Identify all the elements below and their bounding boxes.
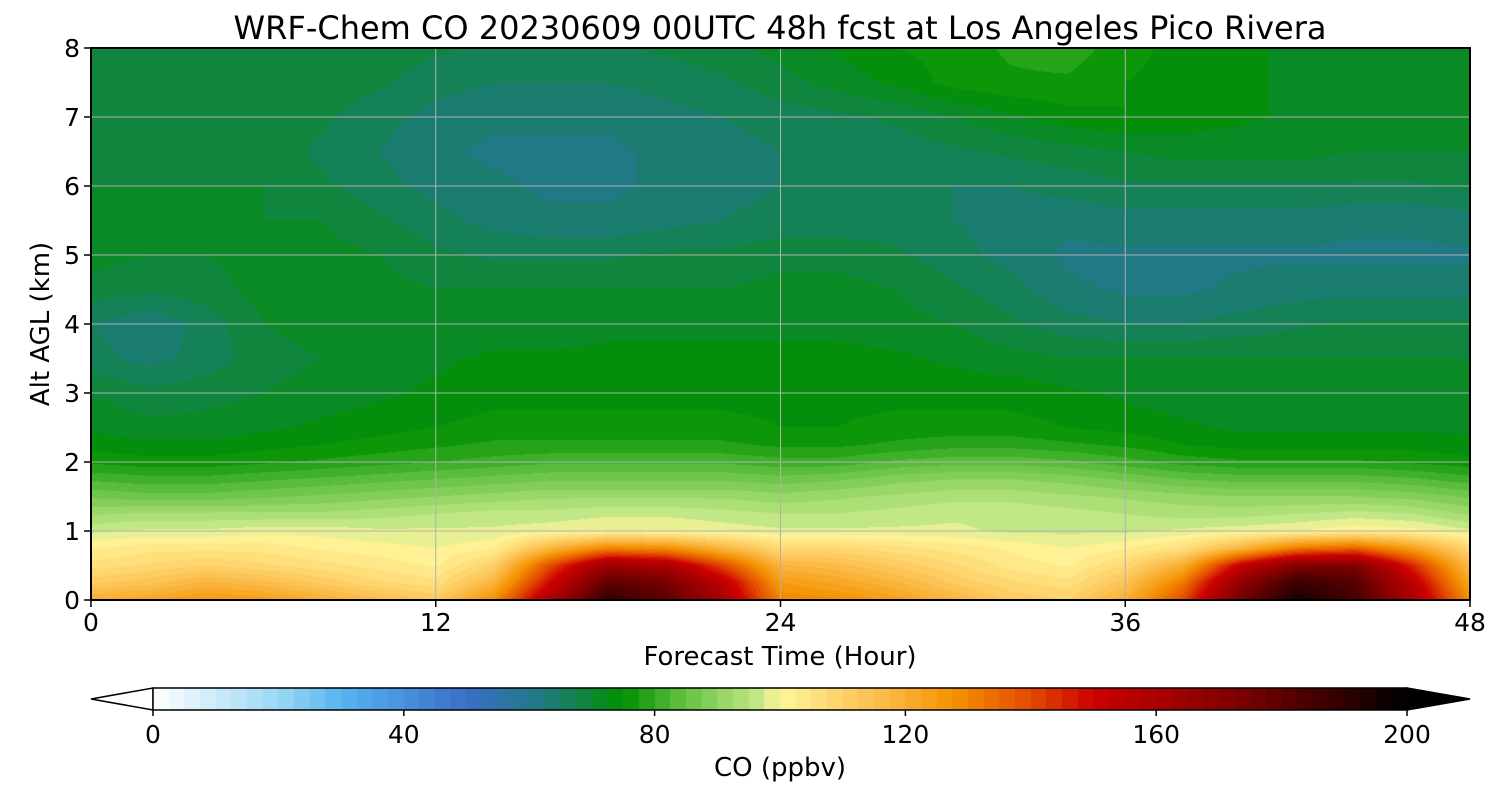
x-tick-label: 0: [83, 608, 99, 637]
colorbar-ticks: 0 40 80 120 160 200: [145, 710, 1431, 749]
x-tick-label: 24: [765, 608, 797, 637]
colorbar-tick-label: 160: [1132, 720, 1180, 749]
x-tick-label: 12: [420, 608, 452, 637]
y-tick-label: 7: [64, 103, 80, 132]
y-axis-label: Alt AGL (km): [26, 242, 56, 406]
y-tick-label: 8: [64, 34, 80, 63]
x-axis-label: Forecast Time (Hour): [643, 642, 916, 672]
x-tick-label: 48: [1454, 608, 1486, 637]
x-axis-ticks: 0 12 24 36 48: [83, 600, 1486, 637]
colorbar-extend-high: [1406, 687, 1471, 711]
y-tick-label: 2: [64, 448, 80, 477]
colorbar-tick-label: 0: [145, 720, 161, 749]
y-tick-label: 6: [64, 172, 80, 201]
y-tick-label: 1: [64, 517, 80, 546]
colorbar-gradient: [153, 688, 1407, 710]
y-tick-label: 4: [64, 310, 80, 339]
y-tick-label: 3: [64, 379, 80, 408]
x-tick-label: 36: [1109, 608, 1141, 637]
colorbar-label: CO (ppbv): [714, 753, 846, 783]
y-tick-label: 5: [64, 241, 80, 270]
colorbar-tick-label: 40: [388, 720, 420, 749]
chart-title: WRF-Chem CO 20230609 00UTC 48h fcst at L…: [234, 9, 1327, 47]
colorbar-extend-low: [90, 687, 154, 711]
y-axis-ticks: 0 1 2 3 4 5 6 7 8: [64, 34, 91, 615]
colorbar-tick-label: 120: [882, 720, 930, 749]
colorbar-tick-label: 80: [639, 720, 671, 749]
y-tick-label: 0: [64, 586, 80, 615]
colorbar-tick-label: 200: [1383, 720, 1431, 749]
